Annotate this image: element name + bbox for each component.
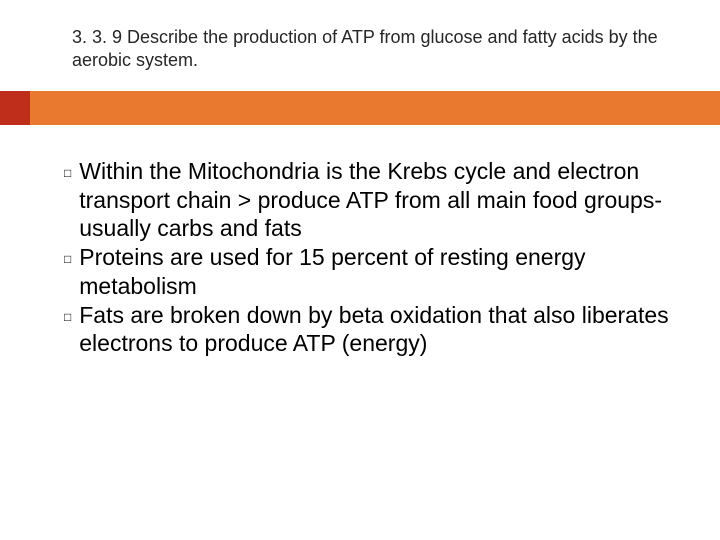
accent-bar-side xyxy=(0,91,30,125)
bullet-text: Within the Mitochondria is the Krebs cyc… xyxy=(79,157,670,243)
slide-title-area: 3. 3. 9 Describe the production of ATP f… xyxy=(0,0,720,91)
slide-content: □ Within the Mitochondria is the Krebs c… xyxy=(0,125,720,358)
bullet-text: Fats are broken down by beta oxidation t… xyxy=(79,301,670,359)
list-item: □ Fats are broken down by beta oxidation… xyxy=(64,301,670,359)
accent-bar-main xyxy=(30,91,720,125)
square-bullet-icon: □ xyxy=(64,157,79,179)
list-item: □ Within the Mitochondria is the Krebs c… xyxy=(64,157,670,243)
slide-title: 3. 3. 9 Describe the production of ATP f… xyxy=(72,26,676,73)
bullet-list: □ Within the Mitochondria is the Krebs c… xyxy=(64,157,670,358)
square-bullet-icon: □ xyxy=(64,301,79,323)
accent-bar xyxy=(0,91,720,125)
list-item: □ Proteins are used for 15 percent of re… xyxy=(64,243,670,301)
square-bullet-icon: □ xyxy=(64,243,79,265)
bullet-text: Proteins are used for 15 percent of rest… xyxy=(79,243,670,301)
